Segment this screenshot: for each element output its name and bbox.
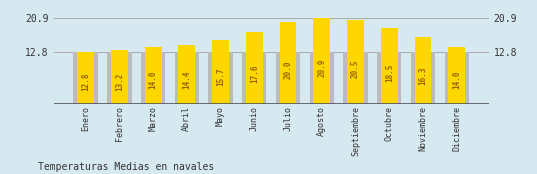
Text: 17.6: 17.6 <box>250 65 259 83</box>
Text: 20.5: 20.5 <box>351 60 360 78</box>
Text: 20.0: 20.0 <box>284 60 293 79</box>
Bar <box>343 52 368 104</box>
Bar <box>347 20 364 104</box>
Bar <box>448 47 465 104</box>
Text: 14.0: 14.0 <box>149 71 157 89</box>
Bar <box>280 22 296 104</box>
Text: 20.9: 20.9 <box>317 59 326 77</box>
Bar <box>445 52 469 104</box>
Bar <box>178 45 195 104</box>
Text: Temperaturas Medias en navales: Temperaturas Medias en navales <box>38 162 214 172</box>
Bar <box>77 52 94 104</box>
Bar <box>111 50 128 104</box>
Bar <box>212 39 229 104</box>
Bar <box>310 52 334 104</box>
Bar <box>411 52 435 104</box>
Text: 15.7: 15.7 <box>216 68 225 86</box>
Text: 18.5: 18.5 <box>385 63 394 82</box>
Bar <box>415 37 431 104</box>
Text: 14.0: 14.0 <box>452 71 461 89</box>
Bar <box>246 32 263 104</box>
Bar <box>208 52 233 104</box>
Bar <box>377 52 402 104</box>
Bar <box>175 52 199 104</box>
Text: 14.4: 14.4 <box>183 70 191 89</box>
Bar <box>242 52 266 104</box>
Bar <box>381 28 398 104</box>
Bar <box>144 47 162 104</box>
Bar <box>276 52 300 104</box>
Bar <box>314 18 330 104</box>
Bar <box>74 52 98 104</box>
Text: 13.2: 13.2 <box>115 72 124 91</box>
Bar <box>107 52 132 104</box>
Bar <box>141 52 165 104</box>
Text: 16.3: 16.3 <box>418 67 427 85</box>
Text: 12.8: 12.8 <box>81 73 90 91</box>
